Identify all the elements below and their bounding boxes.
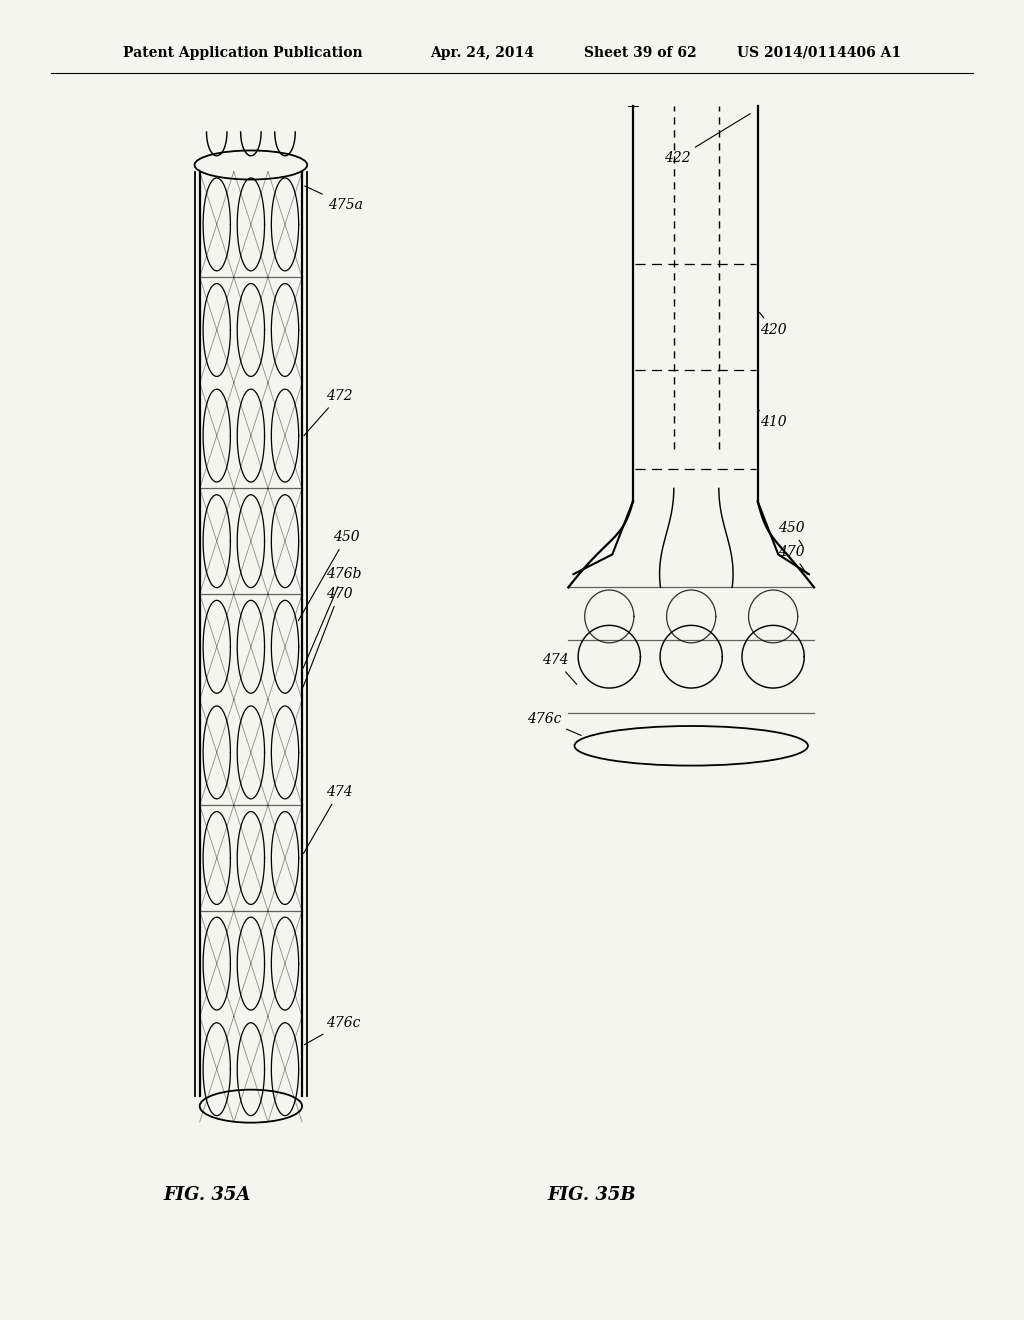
Text: 450: 450	[778, 521, 805, 545]
Text: Patent Application Publication: Patent Application Publication	[123, 46, 362, 59]
Text: 474: 474	[542, 653, 577, 684]
Text: 450: 450	[298, 531, 359, 620]
Text: 410: 410	[758, 409, 786, 429]
Text: 420: 420	[760, 313, 786, 337]
Text: 476c: 476c	[304, 1016, 360, 1044]
Text: Sheet 39 of 62: Sheet 39 of 62	[584, 46, 696, 59]
Text: 472: 472	[304, 389, 352, 436]
Text: 470: 470	[778, 545, 807, 574]
Text: 475a: 475a	[304, 186, 362, 211]
Text: US 2014/0114406 A1: US 2014/0114406 A1	[737, 46, 901, 59]
Text: 470: 470	[303, 587, 352, 686]
Text: 474: 474	[303, 785, 352, 854]
Text: FIG. 35B: FIG. 35B	[548, 1185, 637, 1204]
Text: 476c: 476c	[526, 713, 582, 735]
Text: Apr. 24, 2014: Apr. 24, 2014	[430, 46, 535, 59]
Text: 476b: 476b	[303, 568, 361, 668]
Text: 422: 422	[664, 114, 751, 165]
Text: FIG. 35A: FIG. 35A	[164, 1185, 251, 1204]
